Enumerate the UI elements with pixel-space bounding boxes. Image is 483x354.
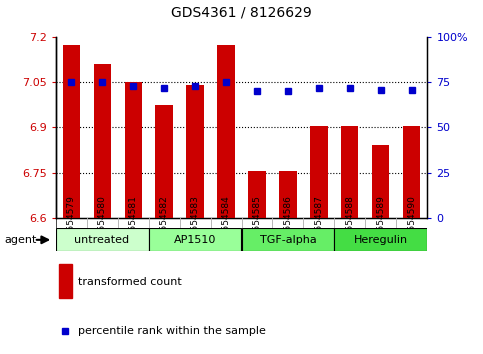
Text: GSM554581: GSM554581 — [128, 195, 138, 251]
Bar — [156, 105, 172, 218]
Bar — [248, 171, 266, 218]
Bar — [303, 218, 334, 228]
Bar — [242, 228, 334, 251]
Bar — [272, 218, 303, 228]
Text: GSM554584: GSM554584 — [222, 196, 230, 250]
Text: percentile rank within the sample: percentile rank within the sample — [78, 326, 266, 336]
Bar — [334, 218, 366, 228]
Bar — [217, 45, 235, 218]
Text: GSM554588: GSM554588 — [345, 195, 355, 251]
Text: untreated: untreated — [74, 235, 129, 245]
Bar — [372, 145, 389, 218]
Text: GSM554579: GSM554579 — [67, 195, 75, 251]
Text: GSM554585: GSM554585 — [253, 195, 261, 251]
Text: GDS4361 / 8126629: GDS4361 / 8126629 — [171, 5, 312, 19]
Bar — [62, 45, 80, 218]
Text: GSM554586: GSM554586 — [284, 195, 293, 251]
Bar — [94, 64, 111, 218]
Text: GSM554580: GSM554580 — [98, 195, 107, 251]
Bar — [397, 218, 427, 228]
Text: GSM554589: GSM554589 — [376, 195, 385, 251]
Bar — [341, 126, 358, 218]
Text: GSM554590: GSM554590 — [408, 195, 416, 251]
Text: GSM554583: GSM554583 — [190, 195, 199, 251]
Bar — [56, 228, 149, 251]
Bar — [334, 228, 427, 251]
Bar — [186, 85, 203, 218]
Bar — [366, 218, 397, 228]
Bar — [311, 126, 327, 218]
Text: transformed count: transformed count — [78, 276, 182, 287]
Bar — [125, 82, 142, 218]
Bar — [211, 218, 242, 228]
Bar — [149, 228, 242, 251]
Bar — [149, 218, 180, 228]
Text: TGF-alpha: TGF-alpha — [260, 235, 316, 245]
Bar — [280, 171, 297, 218]
Bar — [59, 264, 72, 298]
Bar — [86, 218, 117, 228]
Bar — [180, 218, 211, 228]
Text: Heregulin: Heregulin — [354, 235, 408, 245]
Bar — [403, 126, 421, 218]
Text: agent: agent — [5, 235, 37, 245]
Text: GSM554582: GSM554582 — [159, 196, 169, 250]
Bar — [56, 218, 86, 228]
Text: GSM554587: GSM554587 — [314, 195, 324, 251]
Bar — [117, 218, 149, 228]
Text: AP1510: AP1510 — [174, 235, 216, 245]
Bar — [242, 218, 272, 228]
